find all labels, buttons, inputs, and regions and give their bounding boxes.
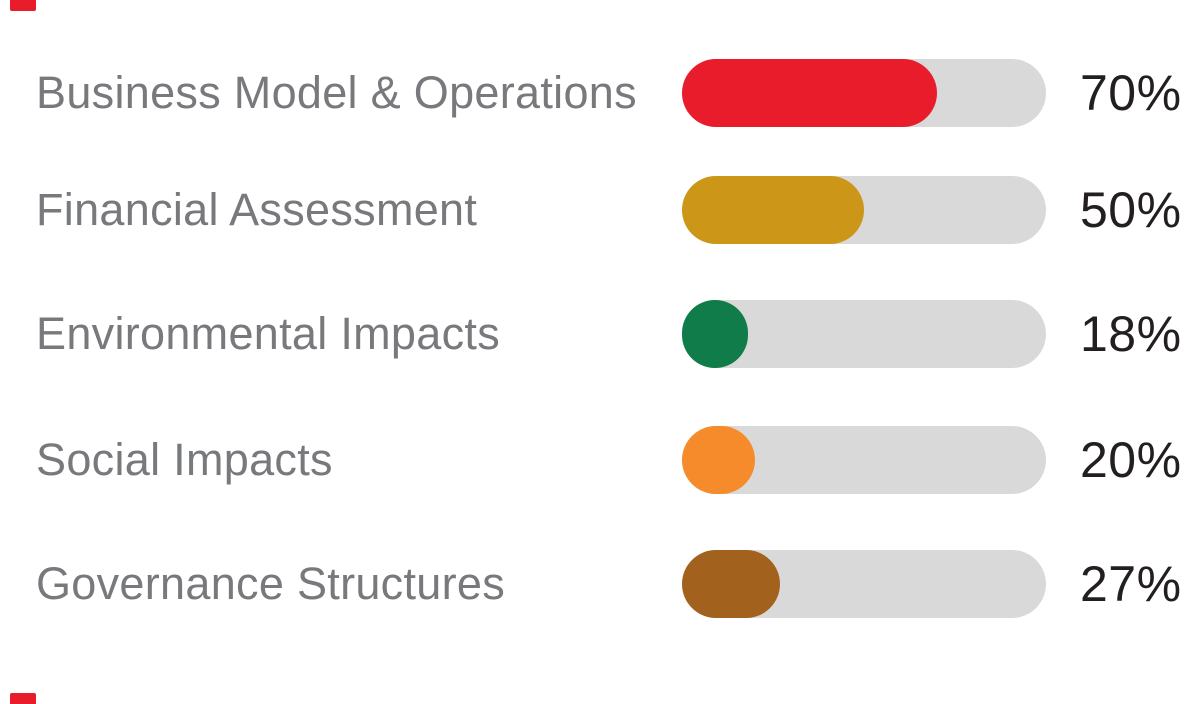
progress-track	[682, 550, 1046, 618]
progress-fill	[682, 176, 864, 244]
chart-row: Social Impacts 20%	[0, 426, 1200, 494]
progress-track	[682, 176, 1046, 244]
chart-row: Financial Assessment 50%	[0, 176, 1200, 244]
value-label: 70%	[1080, 65, 1182, 121]
progress-track	[682, 300, 1046, 368]
value-label: 50%	[1080, 182, 1182, 238]
category-label: Governance Structures	[36, 558, 506, 609]
progress-fill	[682, 300, 748, 368]
progress-fill	[682, 59, 937, 127]
progress-fill	[682, 426, 755, 494]
progress-fill	[682, 550, 781, 618]
progress-track	[682, 59, 1046, 127]
value-label: 27%	[1080, 556, 1182, 612]
category-label: Business Model & Operations	[36, 67, 637, 118]
category-label: Environmental Impacts	[36, 308, 500, 359]
chart-row: Governance Structures 27%	[0, 550, 1200, 618]
chart-row: Business Model & Operations 70%	[0, 59, 1200, 127]
corner-accent-bottom-left	[10, 693, 36, 704]
corner-accent-top-left	[10, 0, 36, 11]
category-label: Social Impacts	[36, 434, 333, 485]
value-label: 20%	[1080, 432, 1182, 488]
chart-row: Environmental Impacts 18%	[0, 300, 1200, 368]
value-label: 18%	[1080, 306, 1182, 362]
category-label: Financial Assessment	[36, 184, 478, 235]
progress-track	[682, 426, 1046, 494]
